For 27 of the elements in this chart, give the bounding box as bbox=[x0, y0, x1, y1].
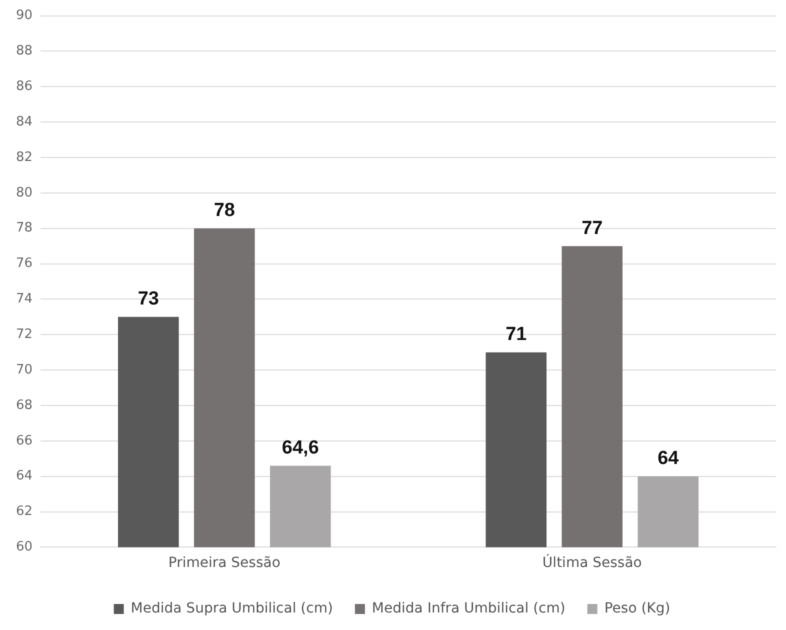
y-tick-label: 60 bbox=[16, 540, 33, 555]
legend-label: Medida Infra Umbilical (cm) bbox=[372, 600, 566, 617]
legend-label: Peso (Kg) bbox=[604, 600, 670, 617]
y-tick-label: 64 bbox=[16, 468, 33, 484]
data-label: 73 bbox=[138, 288, 159, 310]
x-tick-label: Última Sessão bbox=[542, 554, 642, 572]
y-tick-label: 90 bbox=[16, 8, 33, 24]
data-label: 78 bbox=[214, 200, 235, 222]
x-tick-label: Primeira Sessão bbox=[168, 555, 280, 572]
y-tick-label: 84 bbox=[16, 114, 33, 130]
y-tick-label: 76 bbox=[16, 256, 33, 272]
y-tick-label: 72 bbox=[16, 327, 33, 342]
y-tick-label: 80 bbox=[16, 185, 33, 200]
y-tick-label: 88 bbox=[16, 44, 33, 59]
y-tick-label: 66 bbox=[16, 433, 33, 448]
y-tick-label: 62 bbox=[16, 504, 33, 520]
data-label: 71 bbox=[506, 324, 528, 346]
y-tick-label: 82 bbox=[16, 150, 33, 165]
y-tick-label: 74 bbox=[16, 292, 33, 307]
legend-label: Medida Supra Umbilical (cm) bbox=[130, 600, 333, 617]
y-tick-label: 78 bbox=[16, 220, 33, 236]
data-label: 64 bbox=[658, 448, 680, 470]
y-tick-label: 86 bbox=[16, 79, 33, 94]
y-tick-label: 70 bbox=[16, 362, 33, 378]
data-label: 77 bbox=[582, 218, 603, 239]
data-label: 64,6 bbox=[282, 437, 319, 458]
y-tick-label: 68 bbox=[16, 398, 33, 413]
